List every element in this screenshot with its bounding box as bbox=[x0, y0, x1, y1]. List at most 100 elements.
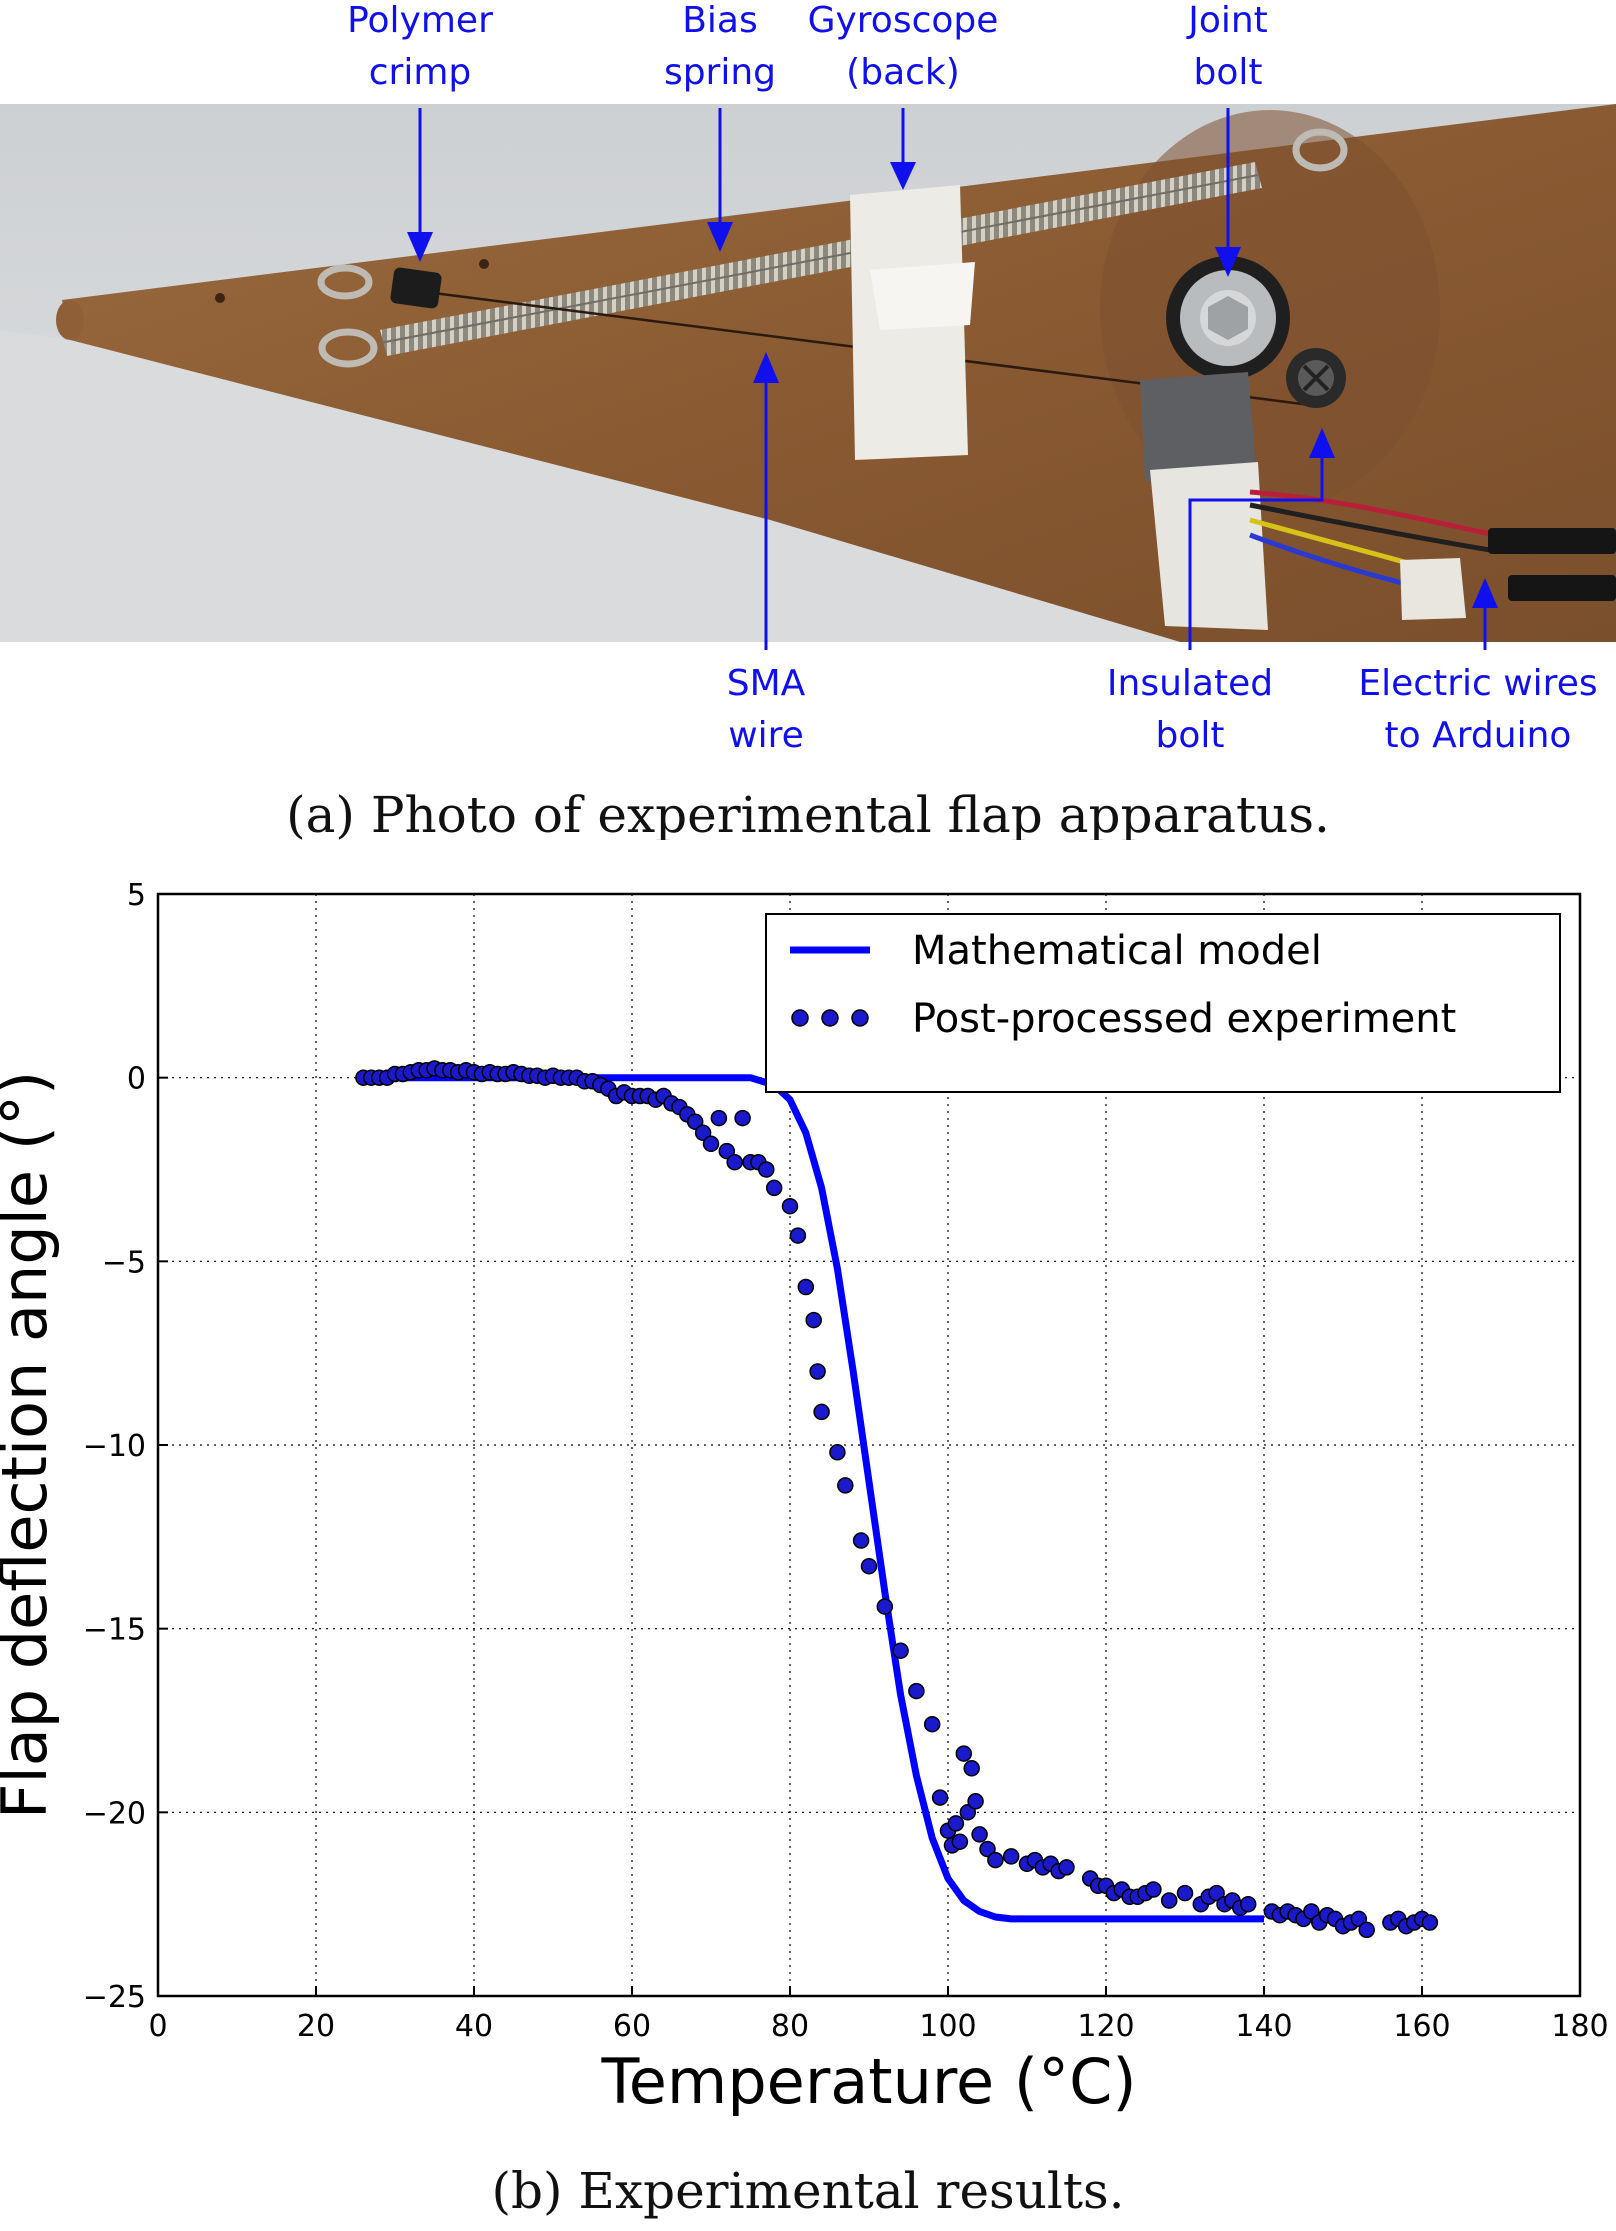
label-bias-spring-2: spring bbox=[664, 52, 776, 93]
experiment-point bbox=[963, 1760, 980, 1777]
board-hole bbox=[479, 259, 489, 269]
experiment-point bbox=[959, 1804, 977, 1821]
experiment-point bbox=[1421, 1914, 1439, 1931]
experiment-point bbox=[931, 1789, 949, 1806]
experiment-point bbox=[789, 1227, 807, 1244]
x-tick-label: 140 bbox=[1235, 2009, 1292, 2044]
y-axis-title: Flap deflection angle (°) bbox=[0, 1071, 61, 1819]
experiment-point bbox=[734, 1109, 751, 1127]
experiment-point bbox=[1239, 1895, 1257, 1913]
experiment-point bbox=[809, 1363, 826, 1380]
masking-tape bbox=[1150, 462, 1268, 630]
experiment-point bbox=[1176, 1884, 1194, 1902]
experiment-point bbox=[1002, 1848, 1020, 1865]
x-tick-label: 120 bbox=[1077, 2009, 1134, 2044]
axis-ticks: 0 20 40 60 80 100 120 140 160 180 5 0 −5 −10 −15 −20 −25 bbox=[83, 878, 1609, 2044]
experiment-point bbox=[686, 1113, 704, 1130]
board-hole bbox=[215, 293, 225, 303]
label-insulated-bolt-2: bolt bbox=[1156, 715, 1225, 756]
x-tick-label: 20 bbox=[297, 2009, 335, 2044]
label-joint-bolt-2: bolt bbox=[1194, 52, 1263, 93]
experiment-point bbox=[765, 1179, 783, 1197]
hook-eye bbox=[317, 264, 373, 300]
x-tick-label: 40 bbox=[455, 2009, 493, 2044]
apparatus-photo-figure: Polymer crimp Bias spring Gyroscope (bac… bbox=[0, 0, 1616, 840]
y-tick-label: −25 bbox=[83, 1980, 146, 2015]
experiment-point bbox=[892, 1642, 909, 1659]
x-tick-label: 0 bbox=[148, 2009, 167, 2044]
experiment-point bbox=[876, 1598, 894, 1615]
annotation-arrows bbox=[418, 108, 1487, 650]
x-tick-label: 160 bbox=[1393, 2009, 1450, 2044]
model-curve bbox=[395, 1074, 1264, 1923]
experiment-point bbox=[951, 1833, 969, 1850]
y-tick-label: −5 bbox=[102, 1245, 146, 1280]
experiment-point bbox=[718, 1142, 736, 1160]
y-tick-label: −10 bbox=[83, 1429, 146, 1464]
y-tick-label: 0 bbox=[127, 1062, 146, 1097]
connector bbox=[1508, 575, 1616, 601]
experiment-point bbox=[1358, 1921, 1375, 1939]
legend-box bbox=[765, 913, 1561, 1093]
y-tick-label: 5 bbox=[127, 878, 146, 913]
experiment-point bbox=[860, 1557, 878, 1575]
joint-bolt bbox=[1166, 256, 1290, 380]
label-gyroscope-1: Gyroscope bbox=[808, 0, 999, 41]
y-tick-label: −20 bbox=[83, 1796, 146, 1831]
hook-eye bbox=[318, 328, 378, 368]
label-electric-wires-2: to Arduino bbox=[1385, 715, 1572, 756]
label-sma-wire-2: wire bbox=[728, 715, 804, 756]
legend-dot bbox=[821, 1009, 839, 1027]
x-tick-label: 60 bbox=[613, 2009, 651, 2044]
gyroscope-tape-fold bbox=[870, 262, 975, 330]
experiment-point bbox=[947, 1815, 965, 1832]
experiment-point bbox=[852, 1532, 870, 1549]
electrical-tape bbox=[1140, 372, 1256, 482]
legend-label-experiment: Post-processed experiment bbox=[912, 996, 1456, 1042]
experiment-point bbox=[979, 1840, 996, 1858]
experiment-point bbox=[967, 1793, 984, 1810]
y-tick-label: −15 bbox=[83, 1613, 146, 1648]
x-tick-label: 100 bbox=[919, 2009, 976, 2044]
experiment-point bbox=[1160, 1892, 1178, 1909]
caption-a: (a) Photo of experimental flap apparatus… bbox=[286, 786, 1330, 840]
legend-dot bbox=[791, 1009, 809, 1027]
experiment-point bbox=[1058, 1859, 1075, 1876]
annotation-labels: Polymer crimp Bias spring Gyroscope (bac… bbox=[347, 0, 1597, 756]
label-joint-bolt-1: Joint bbox=[1186, 0, 1268, 41]
chart-legend: Mathematical model Post-processed experi… bbox=[765, 913, 1561, 1093]
experiment-point bbox=[1350, 1910, 1368, 1928]
experiment-point bbox=[797, 1278, 815, 1296]
x-tick-label: 80 bbox=[771, 2009, 809, 2044]
x-axis-title: Temperature (°C) bbox=[600, 2045, 1136, 2118]
label-insulated-bolt-1: Insulated bbox=[1107, 663, 1273, 704]
wall-lower bbox=[0, 330, 1180, 642]
experiment-point bbox=[1303, 1903, 1320, 1920]
experiment-series bbox=[355, 1060, 1439, 1939]
legend-dot bbox=[851, 1009, 869, 1027]
model-series bbox=[395, 1074, 1264, 1923]
insulated-bolt bbox=[1286, 348, 1346, 408]
experiment-point bbox=[829, 1444, 846, 1461]
hook-eye bbox=[1292, 128, 1348, 172]
experiment-point bbox=[971, 1826, 988, 1843]
label-gyroscope-2: (back) bbox=[846, 52, 960, 93]
label-polymer-crimp-1: Polymer bbox=[347, 0, 493, 41]
experiment-point bbox=[1145, 1881, 1162, 1898]
experiment-point bbox=[726, 1153, 743, 1171]
experiment-point bbox=[955, 1745, 973, 1762]
experiment-point bbox=[813, 1403, 830, 1421]
experiment-point bbox=[694, 1124, 712, 1142]
connector bbox=[1488, 528, 1616, 554]
flap-tip bbox=[56, 300, 84, 340]
experiment-point bbox=[987, 1851, 1004, 1869]
caption-b: (b) Experimental results. bbox=[491, 2162, 1124, 2220]
wire-tape bbox=[1400, 558, 1466, 620]
label-sma-wire-1: SMA bbox=[727, 663, 806, 704]
experiment-point bbox=[837, 1477, 854, 1494]
label-polymer-crimp-2: crimp bbox=[369, 52, 472, 93]
experiment-point bbox=[923, 1715, 941, 1733]
experiment-point bbox=[805, 1311, 822, 1329]
annotation-arrowheads bbox=[407, 162, 1498, 608]
experiment-point bbox=[1208, 1884, 1225, 1902]
